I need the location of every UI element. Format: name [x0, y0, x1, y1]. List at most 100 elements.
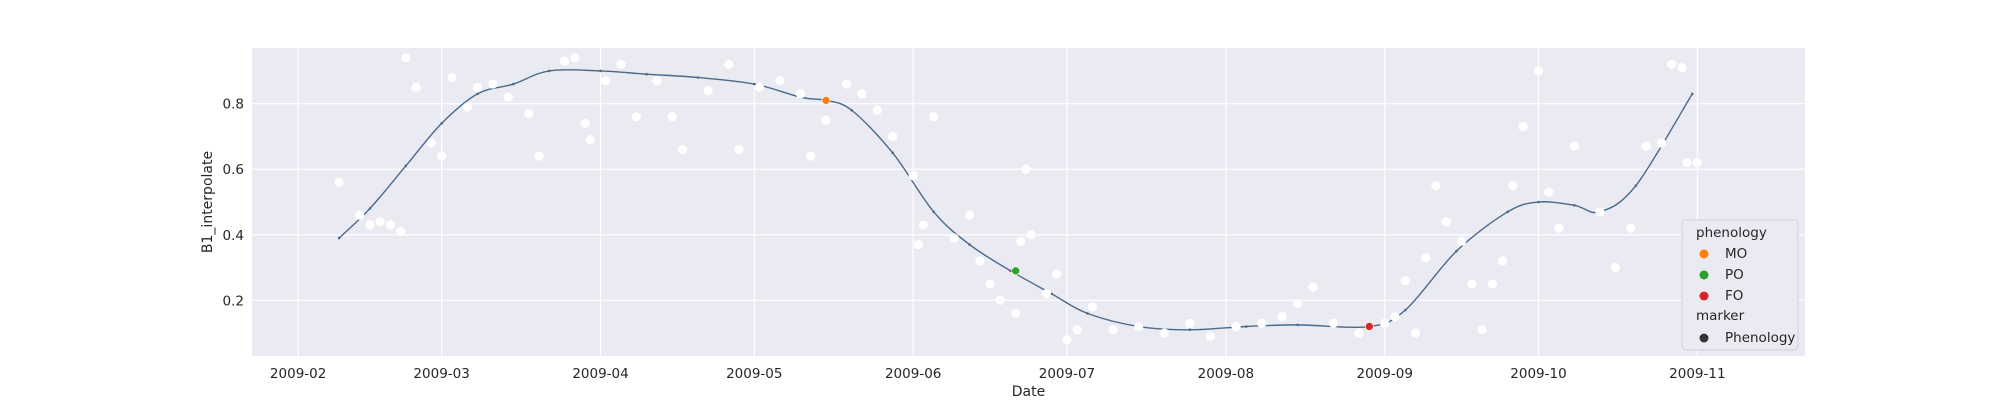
- y-tick-label: 0.4: [223, 228, 244, 244]
- observation-point: [462, 102, 472, 112]
- observation-point: [1431, 181, 1441, 191]
- legend-label-phenology: Phenology: [1725, 330, 1795, 346]
- observation-point: [616, 59, 626, 69]
- observation-point: [667, 112, 677, 122]
- x-tick-label: 2009-02: [270, 366, 326, 382]
- observation-point: [975, 256, 985, 266]
- curve-marker: [599, 69, 602, 73]
- observation-point: [1087, 302, 1098, 312]
- curve-marker: [968, 243, 971, 246]
- x-tick-label: 2009-09: [1357, 366, 1413, 382]
- curve-marker: [337, 236, 341, 240]
- legend-marker-title: marker: [1696, 308, 1745, 324]
- curve-marker: [1634, 184, 1638, 187]
- y-tick-label: 0.2: [223, 293, 244, 309]
- observation-point: [1692, 158, 1702, 168]
- observation-point: [888, 131, 898, 142]
- curve-marker: [1506, 210, 1510, 214]
- observation-point: [1656, 138, 1667, 148]
- x-axis-label: Date: [1012, 384, 1045, 400]
- legend-marker-po: [1699, 270, 1709, 280]
- legend-marker-phenology: [1699, 333, 1709, 343]
- observation-point: [524, 108, 534, 119]
- y-tick-label: 0.8: [223, 97, 244, 113]
- observation-point: [1569, 141, 1579, 151]
- observation-point: [1159, 328, 1169, 338]
- observation-point: [1595, 207, 1605, 217]
- observation-point: [857, 89, 867, 99]
- observation-point: [334, 177, 344, 187]
- phenology-point-po: [1011, 266, 1020, 276]
- legend-label-mo: MO: [1725, 246, 1747, 262]
- observation-point: [703, 85, 713, 96]
- observation-point: [426, 138, 436, 148]
- observation-point: [964, 210, 975, 220]
- observation-point: [437, 151, 447, 161]
- observation-point: [601, 76, 611, 86]
- curve-marker: [404, 164, 408, 168]
- observation-point: [1185, 318, 1195, 328]
- observation-point: [1052, 269, 1062, 279]
- curve-marker: [891, 151, 894, 155]
- legend-marker-mo: [1699, 249, 1709, 259]
- observation-point: [1441, 217, 1451, 227]
- curve-marker: [476, 92, 479, 96]
- curve-marker: [440, 122, 443, 125]
- observation-point: [1041, 289, 1052, 299]
- observation-point: [1677, 63, 1687, 73]
- curve-marker: [696, 76, 700, 79]
- x-tick-label: 2009-11: [1669, 366, 1725, 382]
- curve-marker: [1573, 203, 1576, 207]
- curve-marker: [1455, 249, 1458, 253]
- observation-point: [929, 112, 939, 122]
- observation-point: [570, 53, 580, 63]
- curve-marker: [1188, 328, 1192, 332]
- interpolated-curve: [338, 69, 1693, 331]
- observation-point: [1308, 282, 1318, 292]
- observation-point: [1626, 223, 1636, 233]
- observation-point: [401, 53, 411, 63]
- observation-point: [1062, 335, 1072, 345]
- observation-point: [806, 151, 816, 161]
- observation-point: [1508, 181, 1518, 191]
- observation-point: [1205, 331, 1216, 341]
- observation-point: [365, 220, 375, 230]
- legend-label-po: PO: [1725, 267, 1744, 283]
- observation-point: [1467, 279, 1477, 289]
- observation-point: [411, 82, 421, 92]
- legend-box: [1681, 219, 1799, 351]
- observation-point: [1682, 158, 1692, 168]
- curve-marker: [645, 72, 648, 76]
- curve-marker: [547, 69, 551, 73]
- observation-point: [534, 151, 544, 161]
- observation-point: [1354, 328, 1364, 338]
- observation-point: [1610, 262, 1620, 273]
- observation-point: [775, 76, 785, 86]
- observation-point: [1421, 253, 1431, 263]
- observation-point: [472, 82, 483, 92]
- observation-point: [1498, 256, 1508, 266]
- x-tick-label: 2009-04: [572, 366, 628, 382]
- curve-layer: [337, 69, 1694, 332]
- curve-marker: [932, 210, 935, 214]
- observation-point: [1380, 318, 1390, 328]
- observation-point: [1487, 279, 1497, 289]
- observation-point: [585, 135, 595, 145]
- observation-point: [1016, 236, 1026, 246]
- observation-point: [1026, 230, 1036, 240]
- observation-point: [1456, 236, 1467, 246]
- y-tick-label: 0.6: [223, 162, 244, 178]
- observation-point: [355, 210, 365, 220]
- observation-point: [631, 112, 642, 122]
- curve-marker: [752, 82, 756, 86]
- observation-point: [1011, 308, 1021, 319]
- phenology-point-fo: [1365, 322, 1374, 331]
- legend: phenology MO PO FO marker Phenology: [1681, 219, 1799, 351]
- observation-point: [724, 59, 734, 69]
- observation-point: [1021, 164, 1031, 174]
- observation-point: [1641, 141, 1651, 151]
- observation-point: [560, 56, 570, 66]
- observation-point: [488, 79, 498, 89]
